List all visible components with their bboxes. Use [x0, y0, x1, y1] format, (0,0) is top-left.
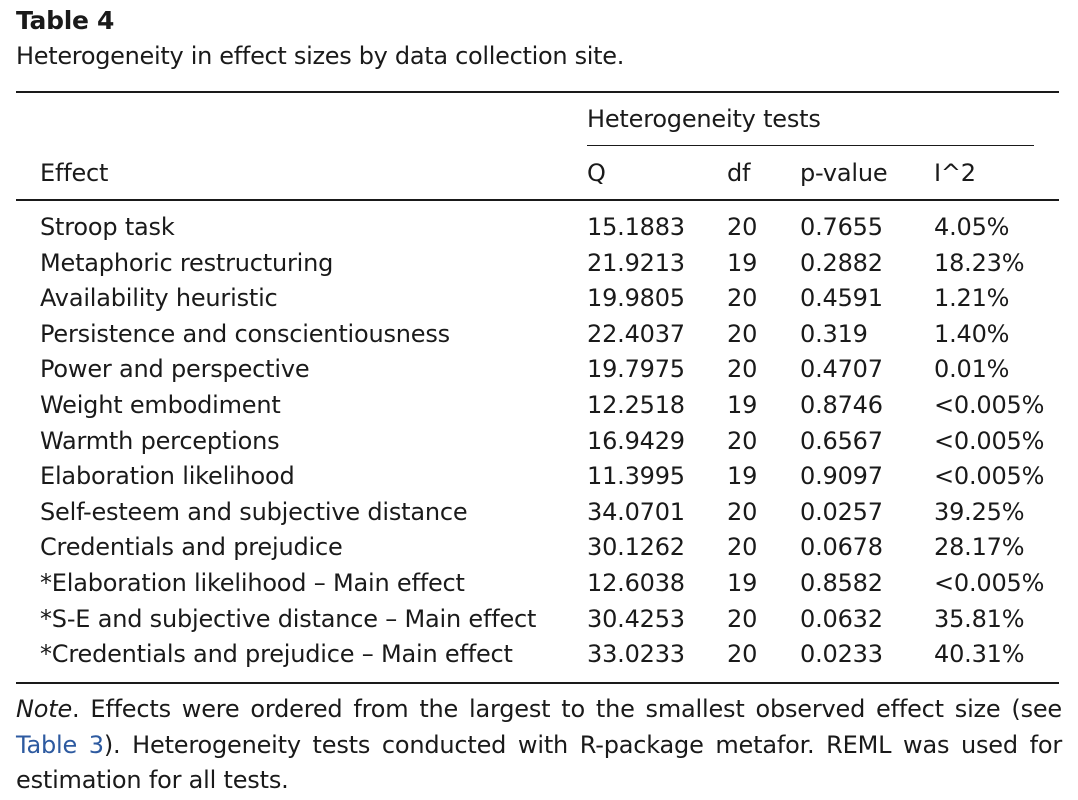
table-cell-df: 20: [727, 497, 758, 526]
table-cell-i2: 39.25%: [934, 497, 1025, 526]
top-rule: [16, 91, 1059, 93]
table-cell-q: 11.3995: [587, 462, 685, 491]
table-cell-p-value: 0.4591: [800, 284, 883, 313]
column-header-p-value: p-value: [800, 159, 888, 187]
column-header-df: df: [727, 159, 751, 187]
table-3-link[interactable]: Table 3: [16, 730, 104, 759]
table-cell-df: 19: [727, 391, 758, 419]
column-header-effect: Effect: [40, 159, 109, 187]
table-cell-effect: Metaphoric restructuring: [40, 248, 334, 277]
table-caption: Heterogeneity in effect sizes by data co…: [16, 42, 625, 70]
note-text-before: . Effects were ordered from the largest …: [72, 695, 1062, 723]
table-cell-effect: Elaboration likelihood: [40, 462, 295, 491]
table-number: Table 4: [16, 6, 115, 35]
table-cell-p-value: 0.319: [800, 319, 868, 348]
table-cell-df: 19: [727, 462, 758, 491]
table-cell-i2: <0.005%: [934, 569, 1045, 597]
table-note: Note. Effects were ordered from the larg…: [16, 692, 1062, 799]
table-cell-i2: 35.81%: [934, 604, 1025, 633]
table-cell-q: 19.7975: [587, 355, 685, 384]
table-cell-i2: 40.31%: [934, 640, 1025, 669]
table-cell-p-value: 0.8746: [800, 391, 883, 419]
table-cell-effect: Stroop task: [40, 213, 175, 241]
table-cell-i2: <0.005%: [934, 462, 1045, 491]
table-cell-df: 20: [727, 213, 758, 241]
table-cell-effect: Availability heuristic: [40, 284, 278, 313]
table-cell-q: 21.9213: [587, 248, 685, 277]
table-cell-effect: *Elaboration likelihood – Main effect: [40, 569, 465, 597]
table-cell-df: 20: [727, 533, 758, 562]
table-cell-p-value: 0.4707: [800, 355, 883, 384]
table-cell-df: 20: [727, 284, 758, 313]
table-cell-q: 30.4253: [587, 604, 685, 633]
table-cell-p-value: 0.9097: [800, 462, 883, 491]
table-cell-effect: *S-E and subjective distance – Main effe…: [40, 604, 537, 633]
table-cell-p-value: 0.6567: [800, 426, 883, 455]
table-cell-effect: Warmth perceptions: [40, 426, 280, 455]
table-cell-q: 12.6038: [587, 569, 685, 597]
table-cell-p-value: 0.2882: [800, 248, 883, 277]
table-cell-i2: <0.005%: [934, 426, 1045, 455]
table-cell-q: 12.2518: [587, 391, 685, 419]
table-cell-q: 30.1262: [587, 533, 685, 562]
table-cell-i2: 1.21%: [934, 284, 1010, 313]
table-cell-q: 19.9805: [587, 284, 685, 313]
table-cell-df: 20: [727, 426, 758, 455]
table-cell-df: 20: [727, 604, 758, 633]
table-cell-q: 16.9429: [587, 426, 685, 455]
table-cell-df: 20: [727, 319, 758, 348]
table-cell-df: 20: [727, 640, 758, 669]
table-cell-effect: Power and perspective: [40, 355, 310, 384]
header-rule: [16, 199, 1059, 201]
table-cell-p-value: 0.7655: [800, 213, 883, 241]
table-cell-i2: 1.40%: [934, 319, 1010, 348]
column-header-q: Q: [587, 159, 606, 187]
group-header-rule: [587, 145, 1034, 146]
table-cell-i2: 28.17%: [934, 533, 1025, 562]
note-label: Note: [16, 695, 73, 723]
table-cell-df: 19: [727, 248, 758, 277]
table-cell-df: 19: [727, 569, 758, 597]
table-cell-i2: <0.005%: [934, 391, 1045, 419]
table-cell-q: 34.0701: [587, 497, 685, 526]
column-header-i2: I^2: [934, 159, 976, 187]
table-cell-p-value: 0.0233: [800, 640, 883, 669]
table-cell-effect: Credentials and prejudice: [40, 533, 343, 562]
table-cell-p-value: 0.0678: [800, 533, 883, 562]
table-cell-p-value: 0.8582: [800, 569, 883, 597]
table-cell-i2: 0.01%: [934, 355, 1010, 384]
table-cell-df: 20: [727, 355, 758, 384]
table-cell-i2: 4.05%: [934, 213, 1010, 241]
table-cell-effect: Self-esteem and subjective distance: [40, 497, 468, 526]
table-cell-q: 33.0233: [587, 640, 685, 669]
table-cell-p-value: 0.0632: [800, 604, 883, 633]
group-header: Heterogeneity tests: [587, 105, 821, 133]
note-text-after: ). Heterogeneity tests conducted with R-…: [16, 730, 1063, 795]
table-cell-effect: Persistence and conscientiousness: [40, 319, 450, 348]
table-cell-q: 15.1883: [587, 213, 685, 241]
table-cell-q: 22.4037: [587, 319, 685, 348]
table-cell-effect: Weight embodiment: [40, 391, 281, 419]
table-cell-effect: *Credentials and prejudice – Main effect: [40, 640, 513, 669]
table-cell-i2: 18.23%: [934, 248, 1025, 277]
bottom-rule: [16, 682, 1059, 684]
table-cell-p-value: 0.0257: [800, 497, 883, 526]
